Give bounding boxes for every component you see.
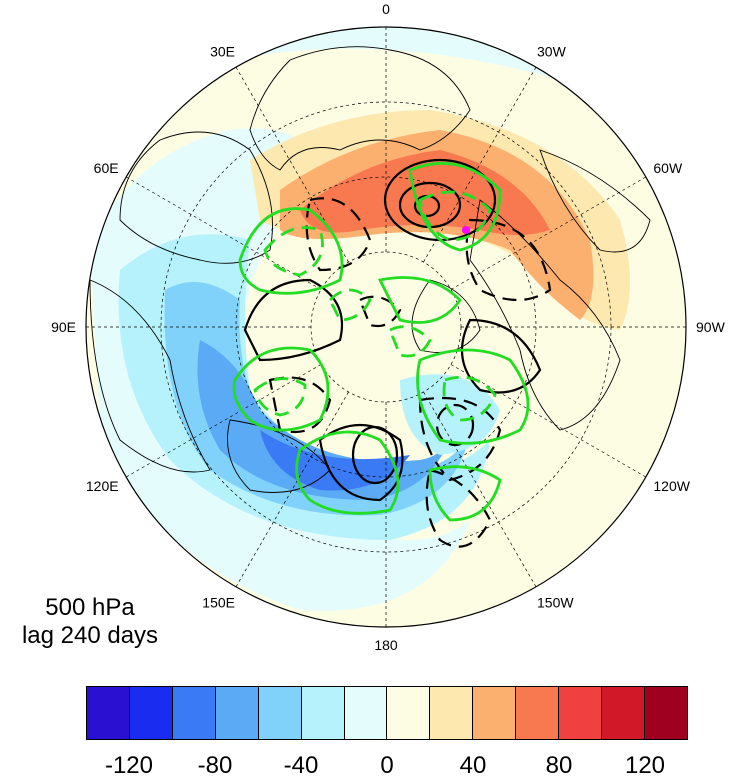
meridian-line [126,364,322,478]
longitude-label: 150E [202,594,235,610]
colorbar-bin [387,687,431,739]
meridian-line [235,391,349,587]
longitude-label: 90W [696,319,726,335]
colorbar-bin [344,687,388,739]
colorbar-bin [559,687,603,739]
map-boundary [85,26,687,628]
shaded-anomaly-field [86,27,686,627]
colorbar-bin [215,687,259,739]
meridian-line [450,176,646,290]
longitude-label: 180 [374,637,398,653]
longitude-label: 60W [653,160,683,176]
reference-point-marker [462,226,470,234]
colorbar-bin [172,687,216,739]
colorbar-bin [258,687,302,739]
meridian-line [126,176,322,290]
longitude-label: 120E [86,478,119,494]
longitude-label: 90E [51,319,76,335]
pressure-level-label: 500 hPa [45,594,135,621]
longitude-label: 0 [382,1,390,17]
colorbar-bin [473,687,517,739]
colorbar-tick-label: 0 [380,752,394,779]
longitude-labels: 0 30W 60W 90W 120W 150W 180 150E 120E 90E 60E 30E [51,1,725,653]
black-dashed-contours [268,197,552,548]
meridian-line [423,67,537,263]
colorbar-tick-label: -40 [283,752,319,779]
colorbar-tick-label: -80 [197,752,233,779]
colorbar-bin [516,687,560,739]
longitude-label: 30W [537,44,567,60]
colorbar-tick-label: 40 [459,752,487,779]
lag-label: lag 240 days [21,622,159,649]
longitude-label: 150W [537,594,574,610]
polar-stereographic-map: 0 30W 60W 90W 120W 150W 180 150E 120E 90E 60E 30E [51,1,725,653]
colorbar-tick-label: 120 [624,752,666,779]
colorbar-bin [301,687,345,739]
meridian-line [450,364,646,478]
black-contours [243,158,542,502]
colorbar-bin [430,687,474,739]
colorbar-bin [129,687,173,739]
longitude-label: 120W [653,478,690,494]
colorbar-bin [644,687,687,739]
colorbar [86,686,688,740]
meridian-line [423,391,537,587]
colorbar-tick-label: 80 [545,752,573,779]
longitude-label: 60E [94,160,119,176]
colorbar-tick-label: -120 [104,752,154,779]
green-contours [232,161,530,522]
longitude-label: 30E [210,44,235,60]
colorbar-bin [87,687,130,739]
green-dashed-contours [253,190,497,422]
colorbar-bin [602,687,645,739]
